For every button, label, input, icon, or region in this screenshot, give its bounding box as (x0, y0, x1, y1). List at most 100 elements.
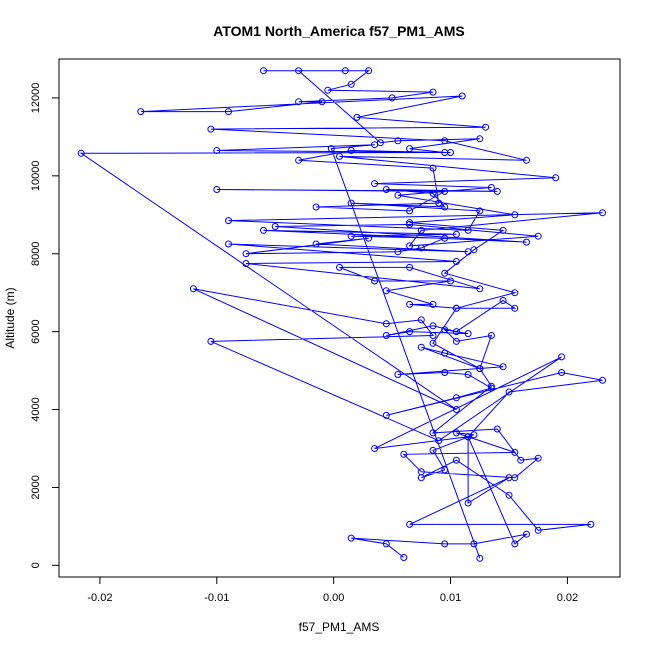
data-point (552, 174, 560, 182)
data-point (505, 491, 513, 499)
data-point (341, 67, 349, 75)
data-point (476, 285, 484, 293)
data-point (406, 145, 414, 153)
data-point (447, 277, 454, 285)
data-point (464, 330, 472, 338)
data-point (365, 234, 373, 242)
data-point (347, 199, 355, 207)
data-point (324, 86, 332, 94)
data-point (441, 349, 449, 357)
data-point (452, 304, 460, 312)
data-point (464, 371, 472, 378)
data-point (441, 203, 449, 211)
data-point (213, 147, 221, 154)
data-point (452, 394, 460, 402)
y-axis-label: Altitude (m) (3, 287, 17, 348)
data-point (312, 240, 320, 248)
data-point (523, 156, 530, 164)
data-point (499, 226, 507, 234)
x-tick-label: -0.01 (204, 592, 229, 604)
data-point (558, 369, 566, 376)
data-point (260, 226, 267, 234)
data-point (429, 446, 437, 454)
x-axis-label: f57_PM1_AMS (299, 620, 380, 634)
data-point (225, 240, 232, 248)
data-point (394, 191, 402, 199)
data-point (382, 287, 390, 295)
data-point (452, 456, 460, 464)
data-point (452, 328, 460, 336)
data-point (493, 187, 501, 195)
data-point (487, 332, 495, 339)
y-tick-label: 10000 (30, 161, 42, 192)
data-point (487, 382, 495, 390)
data-point (406, 328, 414, 336)
y-tick-label: 0 (30, 562, 42, 568)
data-point (417, 244, 425, 252)
data-point (517, 456, 525, 464)
data-point (382, 411, 390, 419)
data-point (511, 211, 519, 219)
data-point (327, 145, 335, 153)
data-point (476, 135, 484, 143)
x-tick-label: 0.02 (557, 592, 578, 604)
data-point (534, 232, 542, 240)
data-point (452, 406, 460, 413)
data-point (347, 80, 355, 88)
data-point (511, 540, 519, 548)
data-point (213, 186, 221, 193)
data-point (382, 186, 390, 193)
data-point (452, 230, 460, 238)
data-point (347, 232, 355, 240)
data-point (406, 300, 414, 308)
data-point (336, 152, 343, 160)
plot-frame (58, 58, 621, 578)
data-point (452, 337, 460, 345)
data-point (242, 260, 250, 267)
data-point (511, 448, 519, 456)
data-point (400, 554, 408, 561)
data-point (429, 189, 437, 197)
data-point (394, 371, 402, 378)
data-point (441, 149, 449, 156)
data-point (587, 520, 595, 528)
data-point (406, 520, 414, 528)
data-point (347, 534, 355, 542)
data-point (347, 147, 355, 154)
y-tick-label: 8000 (30, 241, 42, 265)
data-point (429, 429, 437, 437)
data-point (441, 137, 449, 145)
data-point (511, 304, 519, 312)
data-point (499, 297, 507, 304)
plot-area (77, 67, 606, 562)
data-point (482, 123, 490, 131)
data-point (429, 164, 437, 172)
data-point (271, 223, 279, 230)
data-point (406, 207, 414, 215)
data-point (225, 108, 232, 116)
data-point (441, 466, 449, 474)
data-point (441, 540, 449, 548)
data-point (417, 226, 425, 234)
data-point (295, 67, 303, 75)
data-point (336, 263, 343, 271)
data-point (382, 332, 390, 339)
data-point (406, 221, 414, 228)
y-tick-label: 4000 (30, 397, 42, 421)
data-point (493, 425, 501, 433)
data-point (295, 98, 303, 106)
data-point (534, 526, 542, 534)
data-point (435, 199, 443, 207)
data-point (464, 248, 472, 256)
data-point (599, 376, 606, 384)
data-point (376, 139, 384, 147)
data-point (417, 474, 425, 482)
data-point (441, 234, 449, 242)
data-point (505, 388, 513, 396)
data-point (523, 530, 530, 538)
data-point (371, 445, 379, 452)
data-point (464, 226, 472, 234)
data-point (371, 277, 379, 285)
data-point (429, 88, 437, 96)
